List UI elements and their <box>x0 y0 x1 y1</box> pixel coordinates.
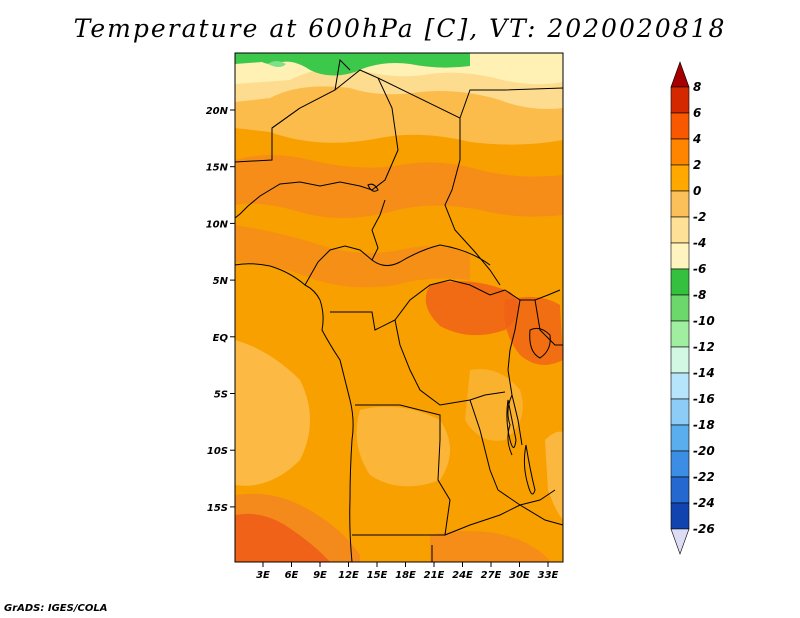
colorbar-label: -26 <box>693 522 715 536</box>
lon-tick-label: 24E <box>452 570 473 581</box>
colorbar-label: -8 <box>693 288 706 302</box>
lon-tick-label: 30E <box>509 570 530 581</box>
lon-tick-label: 6E <box>285 570 299 581</box>
colorbar-label: -10 <box>693 314 715 328</box>
colorbar-box <box>670 164 690 192</box>
colorbar-box <box>670 190 690 218</box>
west-africa-warm-band <box>235 225 470 288</box>
sahara-cold-patch <box>235 53 470 76</box>
colorbar-box <box>670 372 690 400</box>
colorbar-box <box>670 450 690 478</box>
lat-tick-label: 10S <box>207 446 228 457</box>
lat-tick-label: 5S <box>214 390 228 401</box>
colorbar: 8 6 4 2 0 -2 -4 -6 -8 -10 -12 -14 -16 -18 -20 -22 -24 -26 <box>670 61 715 555</box>
sahara-cold-core <box>268 61 286 67</box>
lat-tick-label: EQ <box>213 333 229 344</box>
colorbar-label: 4 <box>692 132 701 146</box>
colorbar-box <box>670 112 690 140</box>
colorbar-box <box>670 398 690 426</box>
lon-tick-label: 12E <box>338 570 359 581</box>
credit-text: GrADS: IGES/COLA <box>4 603 108 614</box>
colorbar-box <box>670 424 690 452</box>
colorbar-label: -6 <box>693 262 706 276</box>
colorbar-top-triangle <box>670 61 690 88</box>
lakes <box>367 183 551 495</box>
colorbar-label: -24 <box>693 496 715 510</box>
lon-tick-label: 27E <box>481 570 502 581</box>
lon-tick-label: 15E <box>367 570 388 581</box>
lon-tick-label: 3E <box>256 570 270 581</box>
map-panel <box>234 52 564 563</box>
colorbar-label: -22 <box>693 470 715 484</box>
lat-tick-label: 20N <box>206 106 229 117</box>
colorbar-box <box>670 138 690 166</box>
lat-tick-label: 5N <box>213 276 229 287</box>
colorbar-label: 2 <box>693 158 701 172</box>
angola-light-area <box>356 406 450 487</box>
atlantic-light-area <box>235 340 310 486</box>
colorbar-box <box>670 502 690 530</box>
lon-tick-label: 18E <box>395 570 416 581</box>
colorbar-box <box>670 294 690 322</box>
colorbar-box <box>670 242 690 270</box>
colorbar-label: -2 <box>693 210 706 224</box>
colorbar-label: -16 <box>693 392 715 406</box>
lat-tick-label: 10N <box>206 219 229 230</box>
colorbar-label: 0 <box>693 184 701 198</box>
colorbar-box <box>670 216 690 244</box>
colorbar-box <box>670 346 690 374</box>
lon-tick-label: 33E <box>538 570 559 581</box>
colorbar-label: -20 <box>693 444 715 458</box>
sahel-warm-band <box>235 155 563 218</box>
colorbar-bottom-triangle <box>670 528 690 555</box>
map-frame <box>234 52 564 563</box>
south-hot-core <box>235 513 330 562</box>
colorbar-label: -14 <box>693 366 715 380</box>
colorbar-label: -4 <box>693 236 706 250</box>
colorbar-box <box>670 476 690 504</box>
colorbar-label: -12 <box>693 340 715 354</box>
colorbar-box <box>670 86 690 114</box>
tanzania-light-area <box>465 369 523 441</box>
south-east-warm <box>430 531 550 562</box>
colorbar-label: 8 <box>693 80 701 94</box>
lon-tick-label: 9E <box>313 570 327 581</box>
east-coast-light <box>545 431 563 520</box>
lat-tick-label: 15S <box>207 503 228 514</box>
lat-tick-label: 15N <box>206 163 229 174</box>
colorbar-box <box>670 320 690 348</box>
longitude-axis: 3E 6E 9E 12E 15E 18E 21E 24E 27E 30E 33E <box>256 562 559 581</box>
colorbar-box <box>670 268 690 296</box>
colorbar-label: -18 <box>693 418 715 432</box>
lon-tick-label: 21E <box>424 570 445 581</box>
latitude-axis: 20N 15N 10N 5N EQ 5S 10S 15S <box>206 106 235 514</box>
central-warm-core <box>425 281 519 336</box>
colorbar-label: 6 <box>693 106 701 120</box>
map-title: Temperature at 600hPa [C], VT: 202002081… <box>73 14 727 43</box>
